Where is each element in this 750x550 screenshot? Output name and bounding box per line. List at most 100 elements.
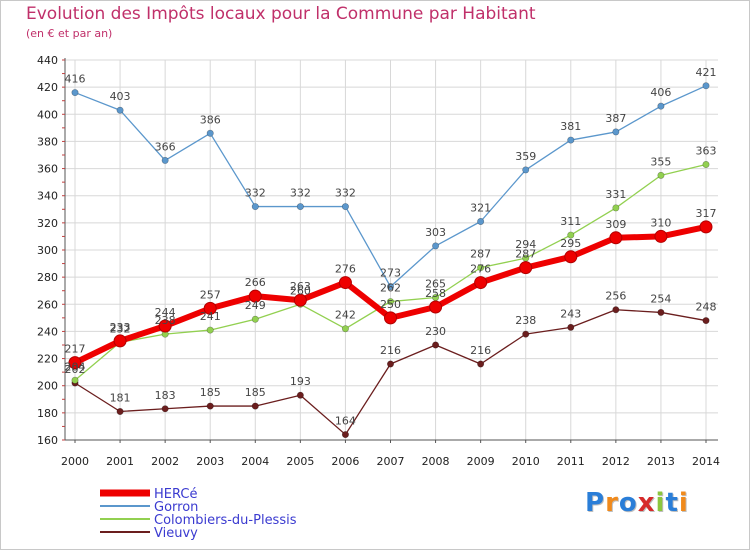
logo-letter: o xyxy=(618,488,638,518)
legend-label: HERCé xyxy=(154,487,197,502)
data-label: 254 xyxy=(650,292,671,305)
data-label: 244 xyxy=(155,306,176,319)
data-label: 183 xyxy=(155,389,176,402)
data-label: 287 xyxy=(515,248,536,261)
x-tick-label: 2011 xyxy=(557,455,585,468)
data-label: 366 xyxy=(155,140,176,153)
data-label: 164 xyxy=(335,415,356,428)
data-label: 332 xyxy=(245,187,266,200)
chart-subtitle: (en € et par an) xyxy=(26,27,113,40)
data-point xyxy=(657,171,665,179)
data-point xyxy=(341,431,349,439)
data-label: 416 xyxy=(65,73,86,86)
y-tick-label: 440 xyxy=(37,54,58,67)
data-point xyxy=(567,231,575,239)
data-point xyxy=(113,334,127,348)
data-point xyxy=(206,129,214,137)
data-label: 359 xyxy=(515,150,536,163)
x-tick-label: 2014 xyxy=(692,455,720,468)
data-point xyxy=(657,102,665,110)
data-point xyxy=(477,360,485,368)
logo-letter: i xyxy=(655,488,666,518)
grid xyxy=(65,59,718,441)
x-tick-label: 2009 xyxy=(467,455,495,468)
data-point xyxy=(296,391,304,399)
data-point xyxy=(341,203,349,211)
data-label: 248 xyxy=(696,301,717,314)
data-point xyxy=(567,136,575,144)
data-point xyxy=(71,89,79,97)
data-label: 406 xyxy=(650,86,671,99)
data-point xyxy=(338,276,352,290)
data-label: 243 xyxy=(560,307,581,320)
data-point xyxy=(612,128,620,136)
data-point xyxy=(702,161,710,169)
data-label: 295 xyxy=(560,237,581,250)
logo-letter: x xyxy=(637,488,656,518)
data-label: 309 xyxy=(605,218,626,231)
data-label: 332 xyxy=(335,187,356,200)
data-point xyxy=(429,300,443,314)
data-label: 317 xyxy=(696,207,717,220)
x-tick-label: 2005 xyxy=(286,455,314,468)
data-label: 193 xyxy=(290,375,311,388)
data-point xyxy=(206,402,214,410)
data-point xyxy=(474,276,488,290)
data-label: 266 xyxy=(245,276,266,289)
y-tick-label: 280 xyxy=(37,271,58,284)
y-tick-label: 160 xyxy=(37,434,58,447)
data-label: 421 xyxy=(696,66,717,79)
data-label: 263 xyxy=(290,280,311,293)
y-tick-label: 260 xyxy=(37,298,58,311)
data-point xyxy=(564,250,578,264)
data-point xyxy=(161,405,169,413)
x-tick-label: 2002 xyxy=(151,455,179,468)
data-point xyxy=(657,308,665,316)
data-point xyxy=(612,306,620,314)
data-label: 265 xyxy=(425,278,446,291)
data-point xyxy=(384,311,397,325)
data-point xyxy=(386,360,394,368)
data-point xyxy=(699,220,713,234)
data-label: 331 xyxy=(605,188,626,201)
data-point xyxy=(612,204,620,212)
x-tick-label: 2012 xyxy=(602,455,630,468)
logo-letter: i xyxy=(678,488,689,518)
data-point xyxy=(68,356,82,370)
data-label: 262 xyxy=(380,282,401,295)
data-label: 202 xyxy=(65,363,86,376)
y-tick-label: 240 xyxy=(37,325,58,338)
data-label: 311 xyxy=(560,215,581,228)
legend-label: Colombiers-du-Plessis xyxy=(154,513,297,528)
y-tick-label: 340 xyxy=(37,190,58,203)
data-label: 381 xyxy=(560,120,581,133)
data-label: 273 xyxy=(380,267,401,280)
data-label: 260 xyxy=(290,284,311,297)
data-label: 294 xyxy=(515,238,536,251)
x-tick-label: 2010 xyxy=(512,455,540,468)
data-point xyxy=(702,317,710,325)
axes: 160 180 200 220 240 260 280 300 320 340 360 380 400 4… xyxy=(37,54,720,468)
y-tick-label: 420 xyxy=(37,81,58,94)
x-tick-label: 2000 xyxy=(61,455,89,468)
data-label: 303 xyxy=(425,226,446,239)
data-point xyxy=(71,376,79,384)
y-tick-label: 300 xyxy=(37,244,58,257)
data-label: 276 xyxy=(470,263,491,276)
y-tick-label: 320 xyxy=(37,217,58,230)
data-label: 181 xyxy=(110,392,131,405)
data-point xyxy=(293,293,307,307)
data-label: 258 xyxy=(425,287,446,300)
data-labels: 202 181 183 185 185 193 164 216 230 216 238 243 256 2… xyxy=(65,66,717,428)
x-tick-label: 2008 xyxy=(422,455,450,468)
data-label: 185 xyxy=(245,386,266,399)
data-label: 287 xyxy=(470,248,491,261)
logo-letter: r xyxy=(605,488,619,518)
series xyxy=(68,82,713,439)
data-label: 217 xyxy=(65,343,86,356)
data-label: 204 xyxy=(65,360,86,373)
y-tick-label: 380 xyxy=(37,135,58,148)
